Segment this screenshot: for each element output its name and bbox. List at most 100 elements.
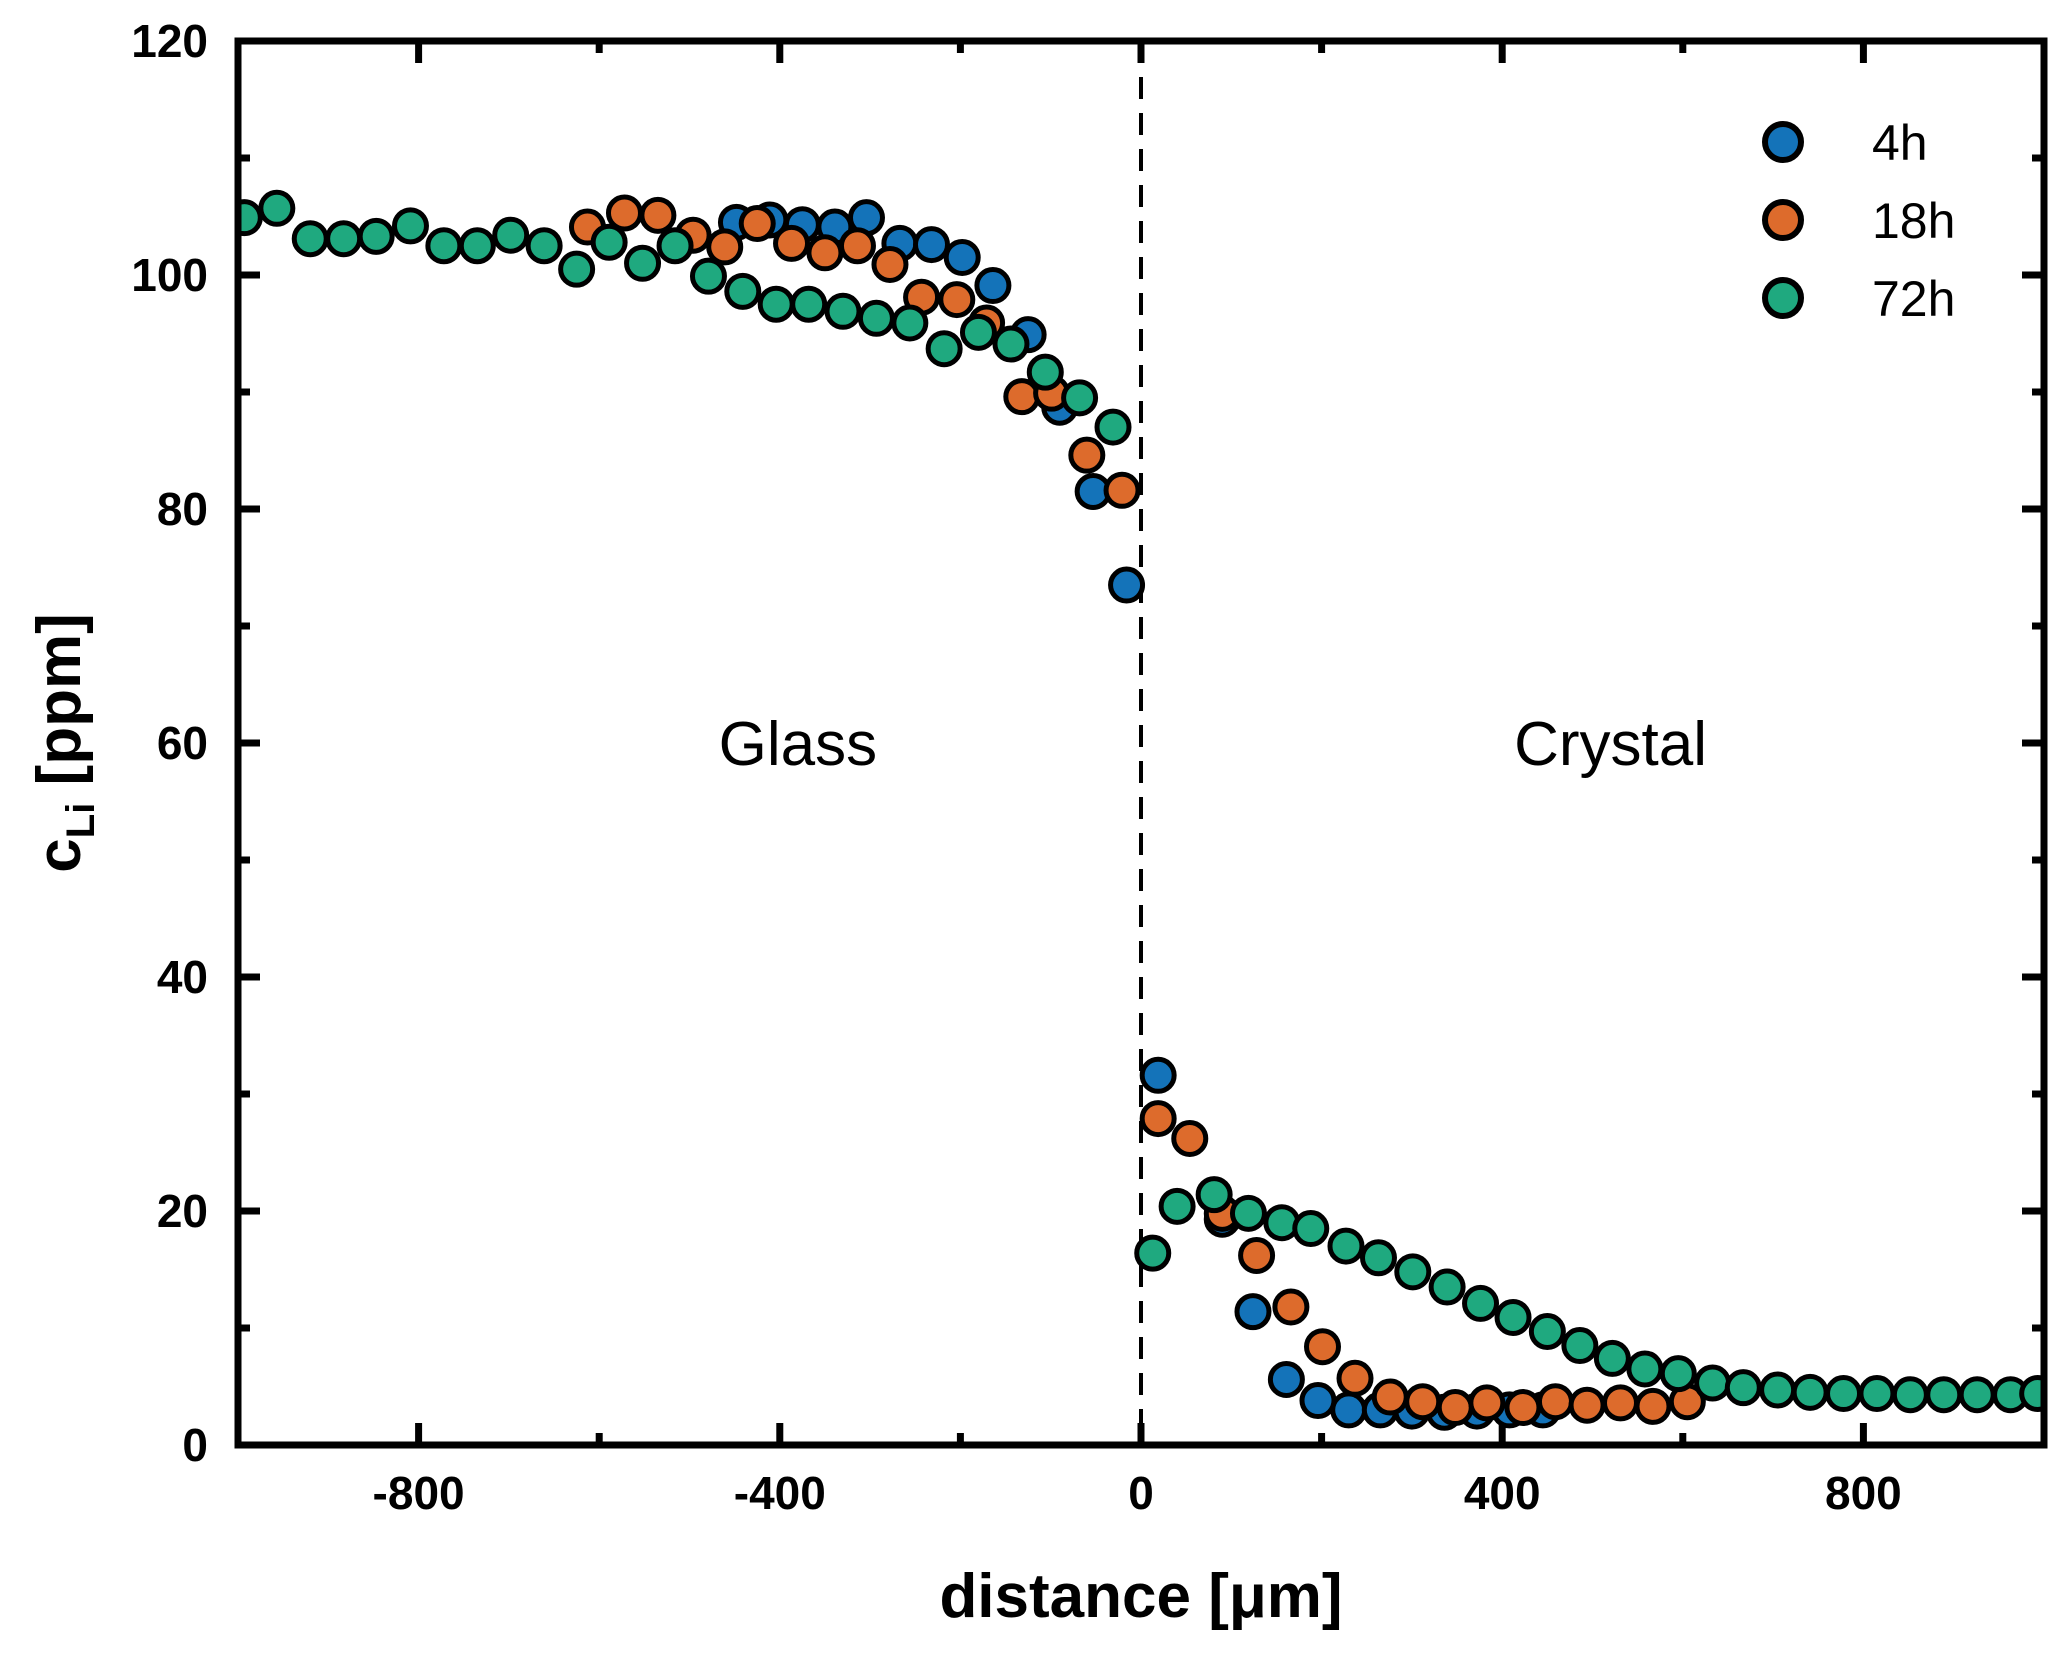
data-point-4h: [913, 226, 951, 264]
data-point-18h: [938, 281, 976, 319]
data-point-18h: [1371, 1378, 1409, 1416]
points-layer: [238, 189, 2044, 1431]
data-point-4h: [1330, 1391, 1368, 1429]
data-point-72h: [925, 330, 963, 368]
data-point-18h: [1504, 1389, 1542, 1427]
data-point-72h: [1791, 1373, 1829, 1411]
data-point-72h: [325, 220, 363, 258]
data-point-72h: [291, 220, 329, 258]
data-point-72h: [525, 227, 563, 265]
data-point-18h: [1139, 1100, 1177, 1138]
data-point-72h: [1134, 1234, 1172, 1272]
data-point-18h: [1404, 1383, 1442, 1421]
data-point-18h: [1568, 1386, 1606, 1424]
data-point-18h: [1468, 1384, 1506, 1422]
data-point-18h: [1103, 471, 1141, 509]
y-axis-title-main: c: [25, 838, 94, 872]
legend-label: 4h: [1872, 115, 1928, 171]
data-point-72h: [824, 292, 862, 330]
data-point-72h: [1925, 1376, 1963, 1414]
data-point-72h: [1327, 1227, 1365, 1265]
data-point-18h: [1336, 1359, 1374, 1397]
data-point-18h: [1238, 1236, 1276, 1274]
data-point-72h: [656, 227, 694, 265]
data-point-72h: [1462, 1284, 1500, 1322]
data-point-72h: [425, 227, 463, 265]
data-point-72h: [891, 304, 929, 342]
data-point-18h: [1272, 1288, 1310, 1326]
data-point-72h: [1528, 1313, 1566, 1351]
data-point-4h: [1267, 1360, 1305, 1398]
data-point-18h: [1068, 436, 1106, 474]
plot-frame: [234, 37, 2048, 1449]
data-point-72h: [258, 189, 296, 227]
data-point-72h: [1195, 1176, 1233, 1214]
data-point-18h: [773, 224, 811, 262]
data-point-18h: [706, 228, 744, 266]
series-72h: [238, 189, 2044, 1414]
data-point-72h: [1026, 353, 1064, 391]
x-tick-label: 0: [1128, 1467, 1154, 1519]
y-tick-label: 120: [131, 15, 208, 67]
data-point-4h: [943, 238, 981, 276]
data-point-72h: [1359, 1239, 1397, 1277]
data-point-18h: [1634, 1387, 1672, 1425]
data-point-72h: [391, 207, 429, 245]
data-point-4h: [1108, 566, 1146, 604]
data-point-72h: [1891, 1376, 1929, 1414]
x-tick-label: -400: [734, 1467, 826, 1519]
data-point-4h: [1234, 1293, 1272, 1331]
data-point-72h: [1825, 1375, 1863, 1413]
legend-item-18h: 18h: [1762, 193, 1955, 249]
legend-marker: [1762, 121, 1804, 163]
data-point-72h: [1759, 1371, 1797, 1409]
data-point-18h: [838, 227, 876, 265]
data-point-72h: [724, 272, 762, 310]
data-point-72h: [558, 250, 596, 288]
legend-label: 18h: [1872, 193, 1955, 249]
data-point-18h: [1601, 1384, 1639, 1422]
legend-label: 72h: [1872, 271, 1955, 327]
data-point-4h: [1139, 1056, 1177, 1094]
data-point-72h: [238, 199, 263, 237]
data-point-72h: [492, 216, 530, 254]
data-point-72h: [1292, 1210, 1330, 1248]
data-point-18h: [1536, 1383, 1574, 1421]
data-point-72h: [1858, 1375, 1896, 1413]
legend-item-4h: 4h: [1762, 115, 1928, 171]
data-point-72h: [590, 223, 628, 261]
y-tick-label: 40: [157, 951, 208, 1003]
data-point-72h: [1694, 1364, 1732, 1402]
data-point-72h: [1958, 1376, 1996, 1414]
data-point-72h: [624, 244, 662, 282]
data-point-72h: [1229, 1194, 1267, 1232]
data-point-72h: [1394, 1253, 1432, 1291]
data-point-72h: [1061, 379, 1099, 417]
data-point-72h: [2019, 1375, 2044, 1413]
data-point-4h: [1299, 1382, 1337, 1420]
x-tick-label: 800: [1825, 1467, 1902, 1519]
data-point-4h: [974, 267, 1012, 305]
data-point-18h: [806, 234, 844, 272]
y-axis-title-sub: Li: [59, 803, 103, 839]
data-point-72h: [458, 227, 496, 265]
y-tick-label: 0: [182, 1419, 208, 1471]
y-axis-title-unit: [ppm]: [25, 613, 94, 802]
data-point-18h: [1171, 1119, 1209, 1157]
series-18h: [568, 194, 1706, 1427]
data-point-72h: [1428, 1268, 1466, 1306]
data-point-72h: [992, 325, 1030, 363]
legend: 4h 18h 72h: [1762, 115, 1955, 327]
data-point-72h: [1626, 1350, 1664, 1388]
data-point-72h: [959, 313, 997, 351]
data-point-72h: [757, 285, 795, 323]
legend-marker: [1762, 277, 1804, 319]
data-point-72h: [357, 217, 395, 255]
x-axis-title: distance [μm]: [939, 1562, 1342, 1631]
data-point-72h: [1659, 1355, 1697, 1393]
data-point-72h: [1494, 1298, 1532, 1336]
data-point-18h: [738, 205, 776, 243]
legend-marker: [1762, 199, 1804, 241]
data-point-72h: [857, 299, 895, 337]
data-point-72h: [1724, 1369, 1762, 1407]
